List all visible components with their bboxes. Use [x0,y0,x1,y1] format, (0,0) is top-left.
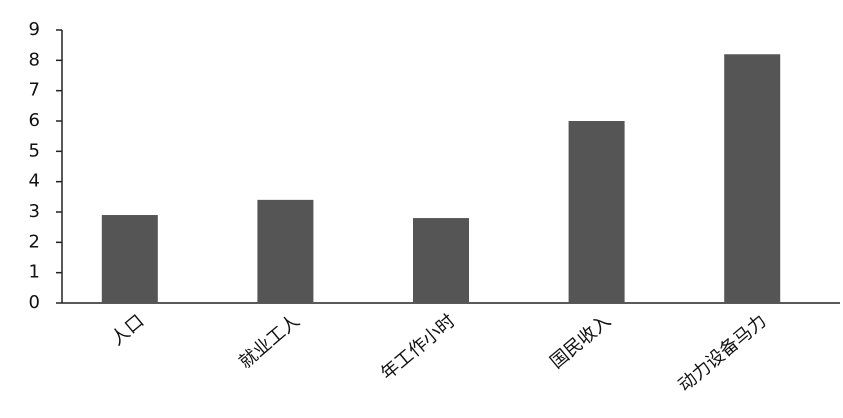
bar [412,218,470,303]
bar [101,215,158,303]
x-tick-label: 国民收入 [546,311,615,373]
y-tick-label: 9 [29,19,40,40]
x-tick-label: 人口 [107,311,148,350]
x-tick-label: 动力设备马力 [674,311,770,397]
y-tick-label: 8 [29,49,40,70]
y-tick-label: 4 [29,171,40,192]
bar [568,121,625,303]
x-tick-label: 年工作小时 [377,311,459,385]
y-tick-label: 1 [29,262,40,283]
y-tick-label: 0 [29,292,40,313]
bar [257,199,314,303]
y-tick-label: 6 [29,110,40,131]
x-tick-label: 就业工人 [235,311,304,373]
y-tick-label: 5 [29,140,40,161]
y-tick-label: 2 [29,231,40,252]
y-tick-label: 3 [29,201,40,222]
y-tick-label: 7 [29,80,40,101]
bar [724,54,781,304]
